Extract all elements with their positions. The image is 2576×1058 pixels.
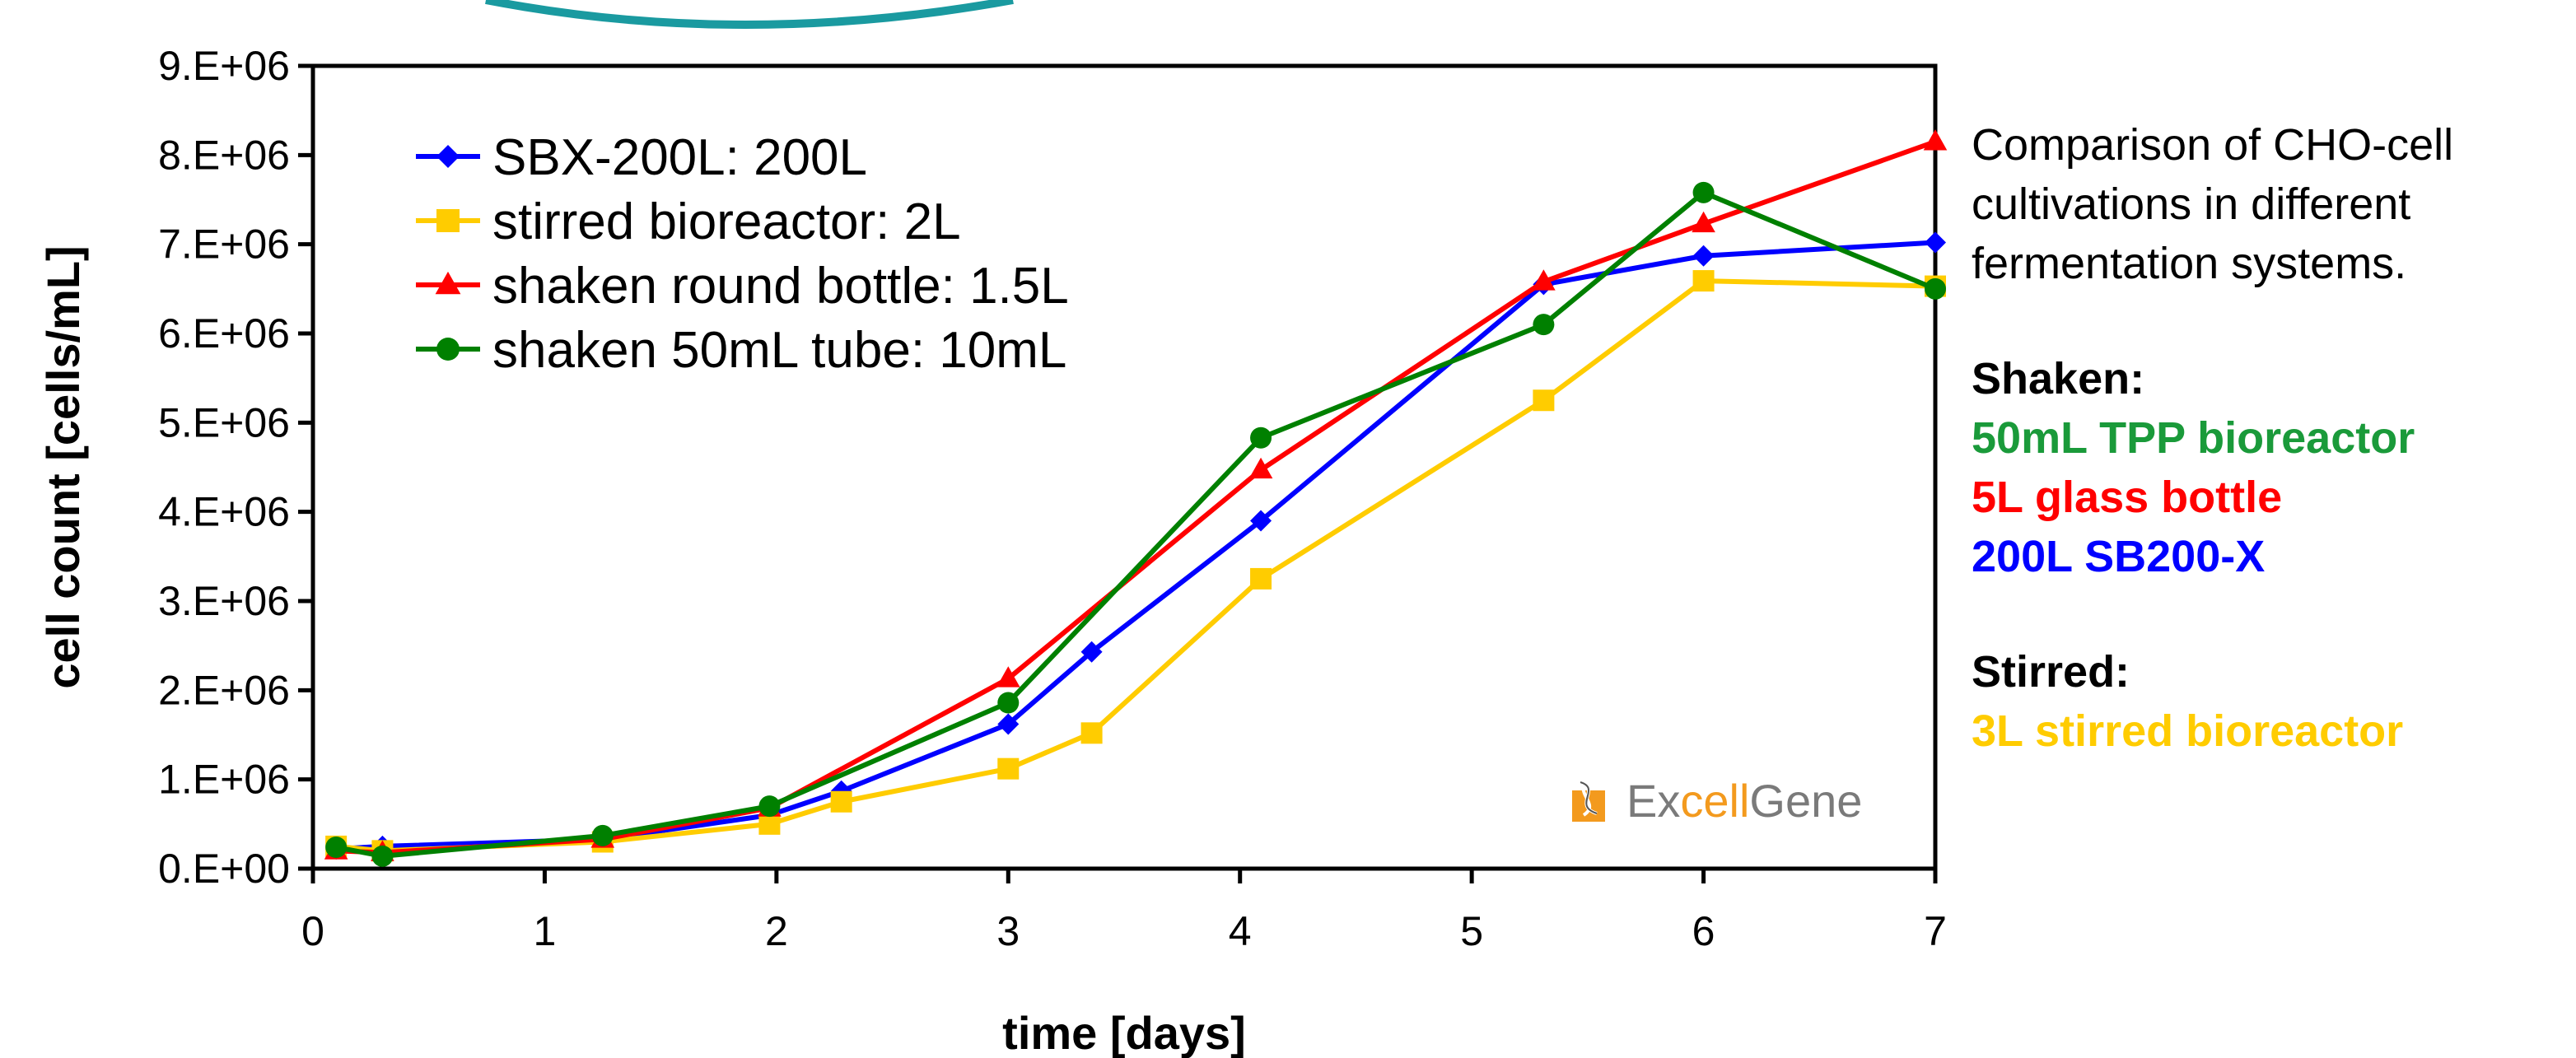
data-point: [1080, 722, 1103, 744]
y-tick-label: 5.E+06: [158, 399, 290, 445]
data-point: [996, 666, 1020, 687]
data-point: [1080, 641, 1103, 663]
y-tick-label: 7.E+06: [158, 221, 290, 268]
excellgene-logo: Ex cell Gene: [1569, 774, 1862, 827]
legend-entry: shaken 50mL tube: 10mL: [492, 322, 1066, 379]
data-point: [1533, 314, 1555, 336]
data-point: [1532, 269, 1556, 291]
stirred-heading: Stirred:: [1972, 647, 2130, 697]
side-panel: Comparison of CHO-cell cultivations in d…: [1972, 115, 2564, 761]
side-description-line: cultivations in different: [1972, 179, 2411, 229]
x-axis-title: time [days]: [1002, 1007, 1246, 1058]
y-tick-label: 0.E+00: [158, 846, 290, 892]
side-description-line: fermentation systems.: [1972, 239, 2407, 288]
legend-entry: shaken round bottle: 1.5L: [492, 258, 1069, 315]
shaken-item: 200L SB200-X: [1972, 532, 2266, 581]
legend-marker: [436, 338, 460, 361]
data-point: [1533, 389, 1555, 412]
y-axis-title: cell count [cells/mL]: [37, 245, 89, 688]
data-point: [758, 795, 781, 818]
data-point: [1248, 457, 1273, 479]
data-point: [1250, 510, 1272, 532]
x-tick-label: 2: [765, 908, 788, 954]
shaken-heading: Shaken:: [1972, 354, 2145, 403]
data-point: [1692, 245, 1715, 267]
y-tick-label: 4.E+06: [158, 489, 290, 535]
x-tick-label: 6: [1692, 908, 1715, 954]
y-tick-label: 1.E+06: [158, 757, 290, 803]
data-point: [1923, 129, 1948, 151]
x-tick-label: 4: [1229, 908, 1252, 954]
data-point: [997, 757, 1020, 780]
data-point: [1692, 181, 1715, 203]
shaken-item: 50mL TPP bioreactor: [1972, 413, 2415, 463]
data-point: [1925, 231, 1946, 254]
legend-marker: [435, 271, 461, 295]
data-point: [1250, 426, 1272, 449]
data-point: [997, 713, 1020, 735]
decorative-ring-arc: [485, 0, 1014, 29]
data-point: [1250, 567, 1272, 590]
x-tick-label: 0: [301, 908, 324, 954]
data-point: [1925, 277, 1946, 300]
y-tick-label: 2.E+06: [158, 667, 290, 713]
data-point: [325, 837, 348, 858]
legend-marker: [436, 209, 460, 232]
logo-text-gene: Gene: [1749, 775, 1863, 827]
data-point: [830, 790, 852, 813]
data-point: [371, 845, 394, 867]
y-tick-label: 3.E+06: [158, 578, 290, 624]
x-tick-label: 3: [996, 908, 1020, 954]
x-tick-label: 1: [534, 908, 557, 954]
x-tick-label: 7: [1924, 908, 1947, 954]
data-point: [997, 692, 1020, 714]
x-tick-label: 5: [1460, 908, 1483, 954]
y-tick-label: 8.E+06: [158, 132, 290, 178]
legend-marker: [436, 145, 460, 168]
logo-text-cell: cell: [1680, 775, 1750, 827]
logo-text-ex: Ex: [1626, 775, 1681, 827]
y-tick-label: 9.E+06: [158, 43, 290, 89]
legend-entry: stirred bioreactor: 2L: [492, 193, 961, 250]
y-tick-label: 6.E+06: [158, 310, 290, 357]
side-description-line: Comparison of CHO-cell: [1972, 120, 2454, 170]
shaken-item: 5L glass bottle: [1972, 473, 2283, 522]
legend-entry: SBX-200L: 200L: [492, 129, 867, 186]
plot-frame: [310, 63, 1938, 871]
data-point: [591, 824, 614, 846]
data-point: [1692, 270, 1715, 292]
stirred-item: 3L stirred bioreactor: [1972, 706, 2404, 756]
data-point: [1692, 211, 1715, 233]
logo-helix-icon: [1572, 780, 1605, 822]
side-description: Comparison of CHO-cell cultivations in d…: [1972, 115, 2564, 293]
